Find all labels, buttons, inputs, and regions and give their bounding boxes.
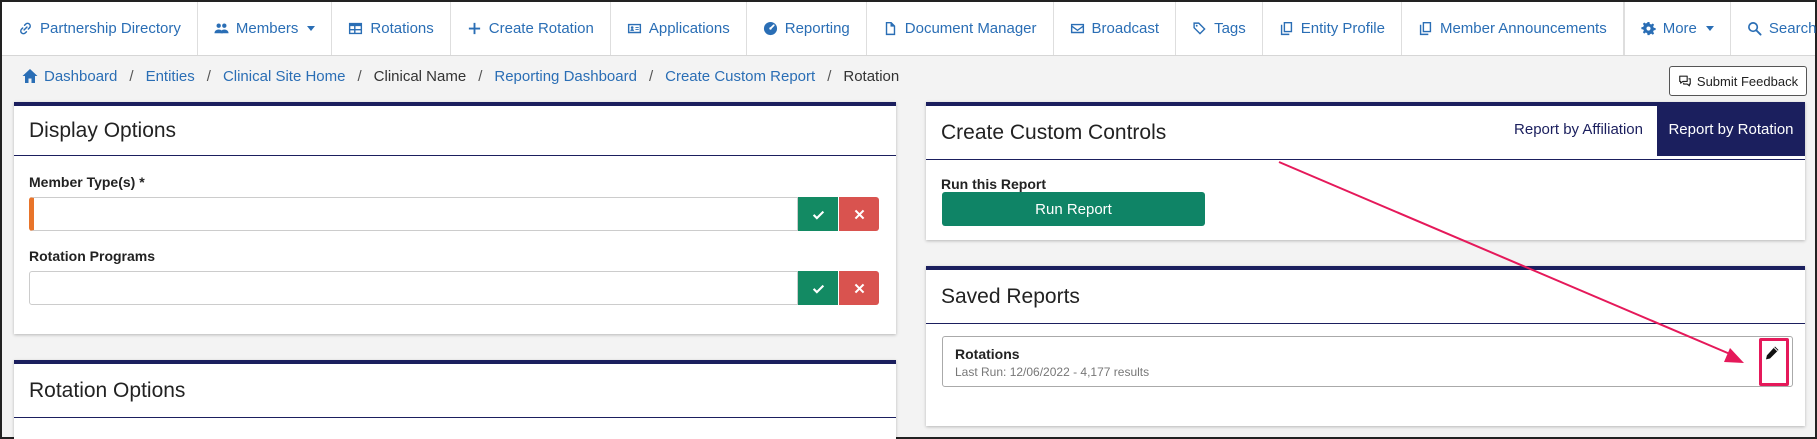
- breadcrumb-reporting-dashboard[interactable]: Reporting Dashboard: [494, 67, 637, 85]
- check-icon: [812, 210, 824, 220]
- panel-title: Display Options: [14, 106, 896, 156]
- confirm-button[interactable]: [798, 197, 838, 231]
- breadcrumb-entities[interactable]: Entities: [145, 67, 195, 85]
- saved-report-meta: Last Run: 12/06/2022 - 4,177 results: [955, 365, 1150, 379]
- copy-icon: [1419, 21, 1432, 36]
- breadcrumb-separator: /: [129, 67, 134, 85]
- submit-feedback-button[interactable]: Submit Feedback: [1669, 66, 1807, 96]
- chevron-down-icon: [1705, 26, 1714, 31]
- table-icon: [349, 22, 363, 35]
- gear-icon: [1641, 21, 1656, 36]
- breadcrumb-label: Dashboard: [44, 67, 118, 85]
- top-navigation: Partnership Directory Members Rotations …: [2, 2, 1817, 56]
- breadcrumb-dashboard[interactable]: Dashboard: [22, 68, 117, 85]
- confirm-button[interactable]: [798, 271, 838, 305]
- envelope-icon: [1070, 23, 1084, 34]
- member-types-label: Member Type(s) *: [29, 174, 145, 190]
- nav-label: Entity Profile: [1300, 20, 1385, 37]
- link-icon: [20, 22, 31, 35]
- panel-title: Rotation Options: [14, 364, 896, 418]
- run-report-label: Run this Report: [941, 176, 1046, 192]
- tab-report-by-rotation[interactable]: Report by Rotation: [1657, 102, 1805, 156]
- nav-label: Partnership Directory: [40, 20, 181, 37]
- nav-partnership-directory[interactable]: Partnership Directory: [2, 2, 198, 55]
- users-icon: [214, 23, 229, 34]
- breadcrumb-clinical-name: Clinical Name: [373, 67, 467, 85]
- nav-tags[interactable]: Tags: [1176, 2, 1263, 55]
- nav-rotations[interactable]: Rotations: [332, 2, 451, 55]
- breadcrumb-clinical-site-home[interactable]: Clinical Site Home: [222, 67, 346, 85]
- search-icon: [1747, 22, 1762, 36]
- rotation-options-panel: Rotation Options: [14, 360, 896, 439]
- pencil-icon[interactable]: [1764, 345, 1780, 361]
- chevron-down-icon: [307, 26, 316, 31]
- home-icon: [22, 69, 38, 83]
- nav-broadcast[interactable]: Broadcast: [1054, 2, 1177, 55]
- close-icon: [854, 209, 864, 219]
- member-types-input[interactable]: [29, 197, 798, 231]
- rotation-programs-field: [29, 271, 879, 305]
- nav-more[interactable]: More: [1625, 2, 1731, 55]
- nav-label: Document Manager: [904, 20, 1037, 37]
- breadcrumb-create-custom-report[interactable]: Create Custom Report: [665, 67, 816, 85]
- breadcrumb: Dashboard / Entities / Clinical Site Hom…: [22, 66, 899, 86]
- tab-report-by-affiliation[interactable]: Report by Affiliation: [1514, 120, 1643, 138]
- member-types-field: [29, 197, 879, 231]
- breadcrumb-separator: /: [478, 67, 483, 85]
- clear-button[interactable]: [839, 271, 879, 305]
- breadcrumb-separator: /: [357, 67, 362, 85]
- nav-label: Broadcast: [1091, 20, 1160, 37]
- rotation-programs-input[interactable]: [29, 271, 798, 305]
- nav-label: Search: [1768, 20, 1817, 37]
- rotation-programs-label: Rotation Programs: [29, 248, 156, 264]
- saved-report-name: Rotations: [955, 346, 1020, 362]
- plus-icon: [468, 22, 480, 35]
- nav-document-manager[interactable]: Document Manager: [867, 2, 1054, 55]
- nav-label: Applications: [648, 20, 730, 37]
- tag-icon: [1193, 22, 1206, 35]
- nav-spacer: [1623, 2, 1625, 55]
- id-card-icon: [627, 23, 641, 34]
- copy-icon: [1280, 21, 1292, 36]
- file-icon: [885, 21, 895, 36]
- nav-label: Member Announcements: [1439, 20, 1607, 37]
- nav-entity-profile[interactable]: Entity Profile: [1263, 2, 1402, 55]
- nav-member-announcements[interactable]: Member Announcements: [1402, 2, 1624, 55]
- panel-title: Create Custom Controls: [926, 106, 1805, 160]
- check-icon: [812, 284, 824, 294]
- nav-create-rotation[interactable]: Create Rotation: [451, 2, 611, 55]
- nav-label: Tags: [1214, 20, 1246, 37]
- nav-label: Rotations: [370, 20, 434, 37]
- nav-label: Reporting: [784, 20, 850, 37]
- breadcrumb-current: Rotation: [843, 67, 900, 85]
- breadcrumb-separator: /: [206, 67, 211, 85]
- nav-applications[interactable]: Applications: [611, 2, 747, 55]
- panel-title: Saved Reports: [926, 270, 1805, 324]
- saved-report-item[interactable]: Rotations Last Run: 12/06/2022 - 4,177 r…: [942, 336, 1793, 387]
- close-icon: [854, 283, 864, 293]
- nav-search[interactable]: Search: [1731, 2, 1817, 55]
- nav-label: Members: [235, 20, 299, 37]
- gauge-icon: [763, 21, 777, 36]
- breadcrumb-separator: /: [648, 67, 654, 85]
- run-report-button[interactable]: Run Report: [942, 192, 1205, 226]
- nav-label: Create Rotation: [488, 20, 594, 37]
- nav-label: More: [1662, 20, 1697, 37]
- clear-button[interactable]: [839, 197, 879, 231]
- comments-icon: [1679, 75, 1691, 87]
- submit-feedback-label: Submit Feedback: [1696, 73, 1799, 89]
- nav-members[interactable]: Members: [198, 2, 333, 55]
- display-options-panel: Display Options Member Type(s) * Rotatio…: [14, 102, 896, 334]
- breadcrumb-separator: /: [827, 67, 832, 85]
- nav-reporting[interactable]: Reporting: [747, 2, 867, 55]
